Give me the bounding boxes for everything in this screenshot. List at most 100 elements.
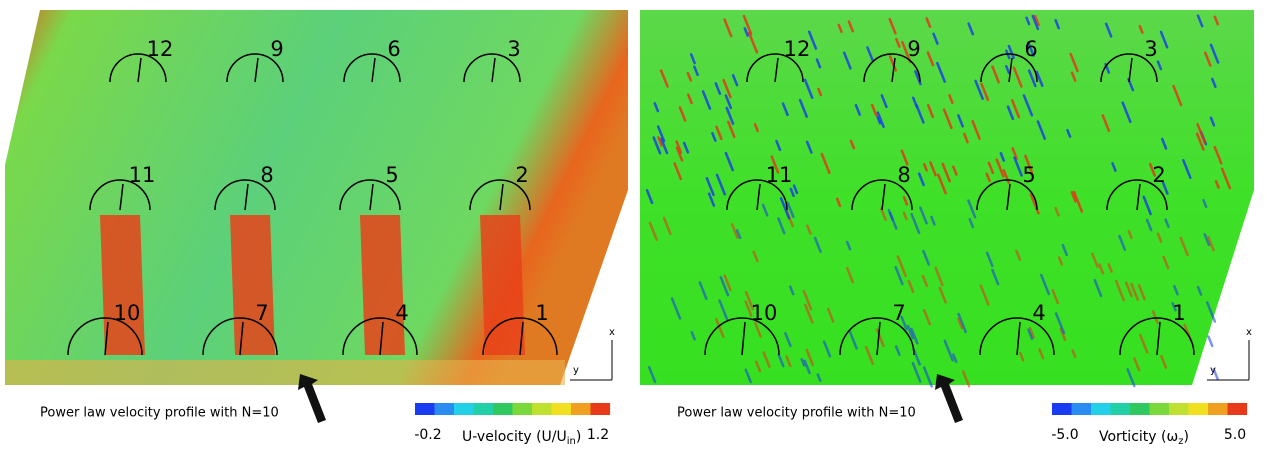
vortex-streak xyxy=(1182,159,1192,180)
colorbar-title-subscript: z xyxy=(1178,436,1183,445)
vortex-streak xyxy=(1138,333,1149,354)
vortex-streak xyxy=(963,132,969,144)
vortex-streak xyxy=(876,111,885,129)
vortex-streak xyxy=(690,330,696,341)
colorbar-title: Vorticity (ωz) xyxy=(1099,429,1189,445)
colorbar-swatch xyxy=(1169,403,1189,415)
vortex-streak xyxy=(991,65,1000,84)
vortex-streak xyxy=(1213,15,1220,26)
vortex-streak xyxy=(1010,99,1021,119)
axis-x-label: x xyxy=(1246,327,1252,338)
vortex-streak xyxy=(1022,94,1034,117)
vortex-streak xyxy=(938,286,947,304)
vortex-streak xyxy=(1137,284,1146,301)
vortex-streak xyxy=(786,201,795,219)
vortex-streak xyxy=(1148,162,1156,177)
vortex-streak xyxy=(731,74,739,87)
turbine-arc xyxy=(980,53,1038,83)
vortex-streak xyxy=(1203,233,1211,247)
vortex-streak xyxy=(845,240,852,251)
vortex-streak xyxy=(919,206,928,225)
turbine-blade xyxy=(137,57,142,83)
vortex-streak xyxy=(934,266,944,287)
turbine-arc xyxy=(342,317,418,356)
vortex-streak xyxy=(1138,24,1144,34)
vortex-streak xyxy=(864,345,874,365)
colorbar-title-text: Vorticity (ω xyxy=(1099,429,1178,445)
vortex-streak xyxy=(1031,14,1040,31)
turbine-arc xyxy=(851,179,913,211)
turbine-arc xyxy=(839,317,915,356)
vortex-streak xyxy=(777,217,786,235)
vortex-streak xyxy=(985,172,991,183)
vortex-streak xyxy=(1196,285,1203,296)
turbine-label: 11 xyxy=(129,163,156,187)
vortex-streak xyxy=(816,373,822,382)
vortex-streak xyxy=(1173,284,1179,296)
vortex-streak xyxy=(866,46,875,63)
turbine-arc xyxy=(109,53,167,83)
vortex-streak xyxy=(715,173,727,196)
vortex-streak xyxy=(779,197,791,220)
turbine-arc xyxy=(89,179,151,211)
vortex-streak xyxy=(1211,77,1217,88)
vortex-streak xyxy=(991,268,1000,286)
vortex-streak xyxy=(1130,282,1139,301)
vortex-streak xyxy=(1038,348,1045,360)
vortex-streak xyxy=(800,358,806,367)
vortex-streak xyxy=(686,71,693,82)
axis-y-label: y xyxy=(573,365,579,376)
turbine-blade xyxy=(379,321,384,356)
turbine-blade xyxy=(244,183,249,211)
turbine-arc xyxy=(482,317,558,356)
vortex-streak xyxy=(711,131,717,142)
vortex-streak xyxy=(1091,252,1099,269)
vortex-streak xyxy=(670,297,682,320)
vortex-streak xyxy=(900,149,909,166)
colorbar-min: -0.2 xyxy=(414,427,441,443)
vortex-streak xyxy=(1118,234,1127,251)
vortex-streak xyxy=(752,250,759,263)
vortex-streak xyxy=(653,102,660,113)
vortex-streak xyxy=(1027,41,1035,57)
turbine-arc xyxy=(746,53,804,83)
vortex-streak xyxy=(1072,190,1084,213)
vortex-streak xyxy=(926,103,935,119)
vortex-streak xyxy=(826,307,835,323)
vortex-streak xyxy=(937,173,947,195)
vortex-streak xyxy=(896,255,907,278)
vortex-streak xyxy=(645,189,654,205)
turbine-label: 10 xyxy=(751,301,778,325)
vortex-streak xyxy=(693,65,699,77)
turbine-blade xyxy=(369,183,374,211)
vortex-streak xyxy=(911,361,922,383)
wake-band xyxy=(230,215,275,355)
vortex-streak xyxy=(1101,114,1111,133)
vortex-streak xyxy=(687,93,693,105)
vortex-streak xyxy=(888,17,897,35)
turbine-label: 1 xyxy=(1172,301,1185,325)
vortex-streak xyxy=(722,78,732,99)
colorbar-swatch xyxy=(1130,403,1150,415)
vortex-streak xyxy=(907,279,915,293)
turbine-arc xyxy=(343,53,401,83)
vortex-streak xyxy=(1172,84,1183,107)
vortex-streak xyxy=(1179,236,1189,257)
vortex-streak xyxy=(1196,123,1207,144)
vortex-streak xyxy=(894,266,904,286)
vortex-streak xyxy=(744,368,752,384)
turbine-arc xyxy=(214,179,276,211)
turbine-label: 4 xyxy=(395,301,408,325)
vortex-streak xyxy=(784,332,792,348)
vortex-streak xyxy=(1070,190,1077,203)
vortex-streak xyxy=(1011,147,1019,160)
colorbar-max: 5.0 xyxy=(1224,427,1246,443)
caption: Power law velocity profile with N=10 xyxy=(677,406,916,421)
turbine-blade xyxy=(1136,183,1141,211)
colorbar-swatch xyxy=(493,403,513,415)
turbine-blade xyxy=(104,321,109,356)
vortex-streak xyxy=(744,300,753,317)
colorbar-swatch xyxy=(532,403,552,415)
turbine-blade xyxy=(1128,57,1133,83)
